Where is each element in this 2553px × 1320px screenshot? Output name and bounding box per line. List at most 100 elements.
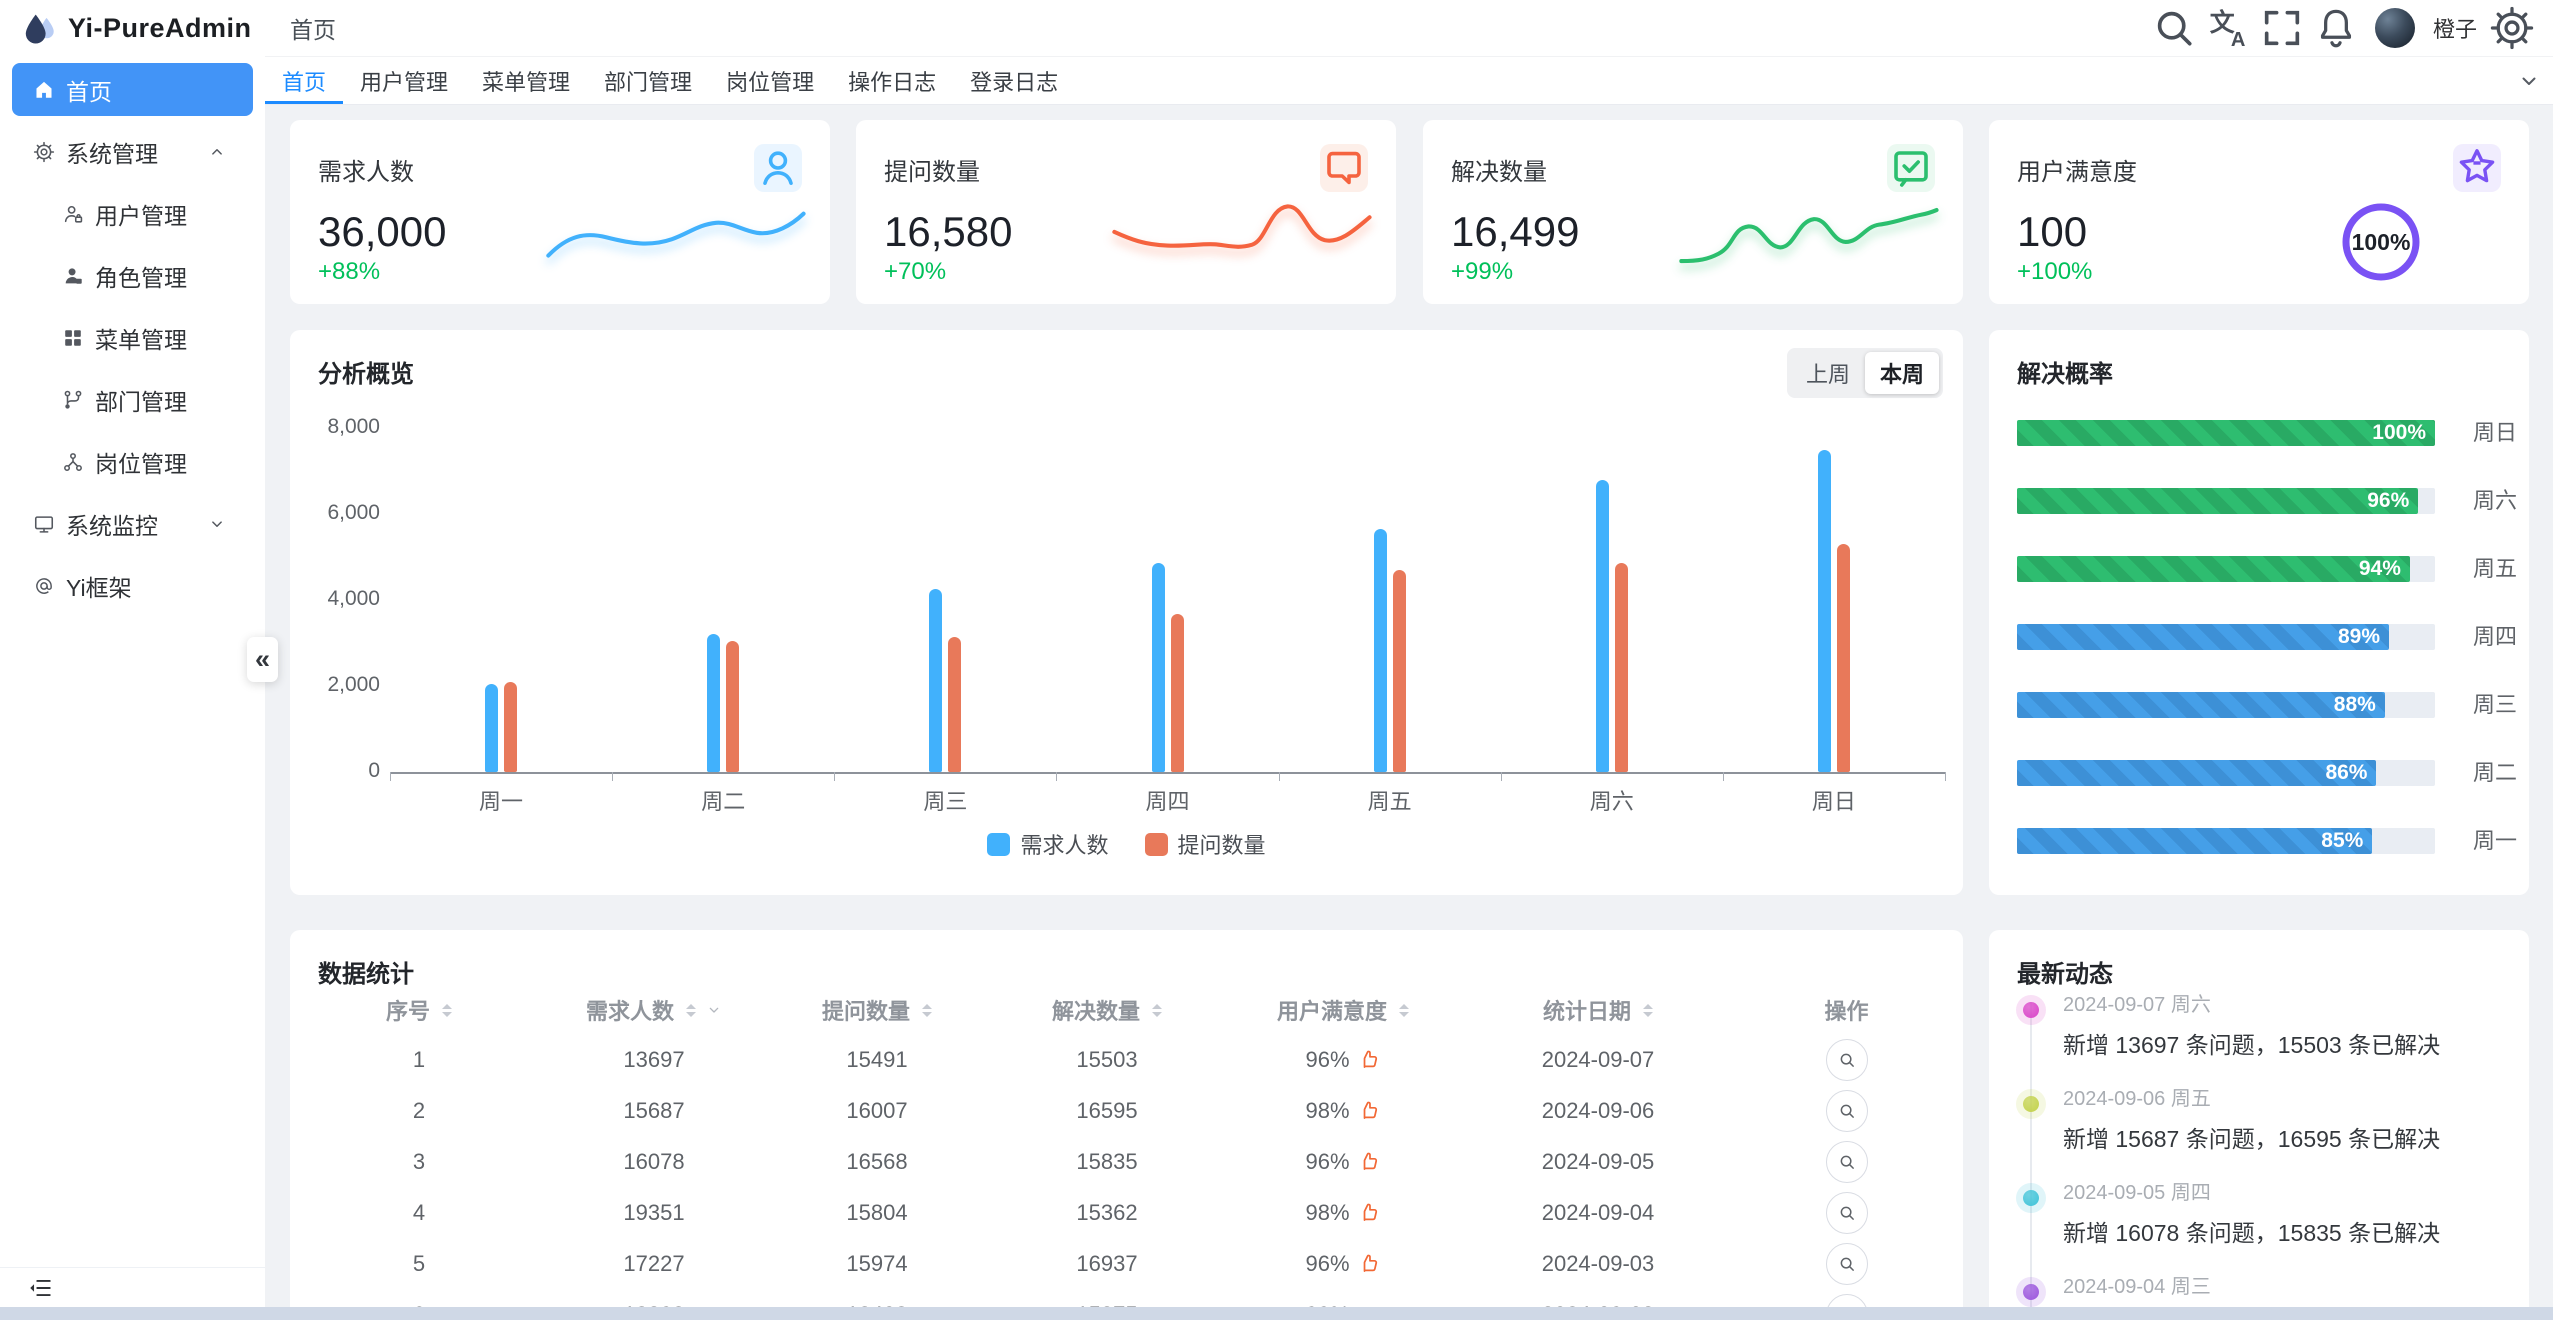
timeline-date: 2024-09-07 周六 [2063, 994, 2211, 1016]
column-label: 操作 [1824, 999, 1869, 1024]
panel-title-solve: 解决概率 [2017, 361, 2113, 388]
progress-fill: 94% [2017, 556, 2410, 582]
tab-登录日志[interactable]: 登录日志 [970, 69, 1059, 95]
progress-track: 94% [2017, 556, 2435, 582]
timeline-text: 新增 15687 条问题，16595 条已解决 [2063, 1126, 2441, 1152]
stat-card-title: 需求人数 [318, 159, 414, 186]
x-axis-label: 周日 [1811, 789, 1856, 814]
menu-fold-icon[interactable] [27, 1275, 53, 1301]
x-axis-tick [612, 772, 614, 781]
x-axis-tick [390, 772, 391, 781]
search-icon[interactable] [2151, 5, 2197, 51]
sidebar-item-label: 系统监控 [66, 512, 158, 539]
bar-需求人数-周二 [707, 634, 721, 772]
data-statistics-panel: 数据统计 序号 需求人数 提问数量 解决数量 用户满意度 统计日期 操作 1 1… [290, 930, 1963, 1320]
row-view-button[interactable] [1825, 1140, 1868, 1183]
x-axis-label: 周一 [479, 789, 524, 814]
sort-carets-icon[interactable] [686, 999, 696, 1022]
sidebar-item-label: 首页 [66, 78, 112, 105]
cell-date: 2024-09-06 [1541, 1097, 1655, 1123]
sidebar-item-post[interactable]: 岗位管理 [12, 435, 253, 488]
tab-部门管理[interactable]: 部门管理 [604, 69, 693, 95]
stat-card: 解决数量 16,499 +99% [1423, 120, 1963, 304]
sort-carets-icon[interactable] [442, 999, 452, 1022]
column-label: 序号 [385, 999, 430, 1024]
x-axis-label: 周四 [1145, 789, 1190, 814]
tab-用户管理[interactable]: 用户管理 [360, 69, 449, 95]
cell-date: 2024-09-07 [1541, 1046, 1655, 1072]
cell-demand: 13697 [623, 1046, 685, 1072]
progress-value: 96% [2367, 489, 2410, 512]
row-view-button[interactable] [1825, 1038, 1868, 1081]
timeline-date: 2024-09-05 周四 [2063, 1182, 2211, 1204]
share-icon [62, 451, 84, 473]
sidebar-item-system[interactable]: 系统管理 [12, 125, 253, 178]
bar-提问数量-周一 [504, 681, 518, 772]
sidebar-item-home[interactable]: 首页 [12, 63, 253, 116]
stat-card: 提问数量 16,580 +70% [856, 120, 1396, 304]
progress-row-周四: 89% 周四 [1989, 624, 2529, 650]
sort-carets-icon[interactable] [922, 999, 932, 1022]
analysis-overview-panel: 分析概览 上周 本周 0 2,000 4,000 6,000 8,000 周一 周二 周三 周四 周… [290, 330, 1963, 895]
stat-card-value: 16,580 [884, 208, 1013, 255]
tab-菜单管理[interactable]: 菜单管理 [482, 69, 571, 95]
column-label: 用户满意度 [1276, 999, 1387, 1024]
water-drop-logo-icon [21, 11, 57, 47]
legend-item[interactable]: 提问数量 [1144, 828, 1266, 860]
fullscreen-icon[interactable] [2259, 5, 2305, 51]
sort-carets-icon[interactable] [1643, 999, 1653, 1022]
satisfaction-ring: 100% [2333, 194, 2429, 290]
magnifier-icon [1838, 1102, 1856, 1120]
row-view-button[interactable] [1825, 1089, 1868, 1132]
legend-item[interactable]: 需求人数 [987, 828, 1109, 860]
panel-title-table: 数据统计 [318, 961, 414, 988]
stat-card-delta: +100% [2017, 258, 2093, 285]
progress-row-周日: 100% 周日 [1989, 420, 2529, 446]
toggle-上周[interactable]: 上周 [1805, 362, 1850, 387]
avatar[interactable] [2374, 8, 2415, 48]
tabs-overflow-button[interactable] [2517, 57, 2541, 104]
table-header-序号[interactable]: 序号 [290, 994, 548, 1026]
cell-index: 3 [412, 1148, 426, 1174]
horizontal-scrollbar[interactable] [0, 1307, 2553, 1320]
timeline-text: 新增 16078 条问题，15835 条已解决 [2063, 1220, 2441, 1246]
row-view-button[interactable] [1825, 1242, 1868, 1285]
cell-date: 2024-09-03 [1541, 1250, 1655, 1276]
toggle-本周[interactable]: 本周 [1864, 352, 1939, 394]
sidebar-item-monitor[interactable]: 系统监控 [12, 497, 253, 550]
sidebar-item-menu[interactable]: 菜单管理 [12, 311, 253, 364]
progress-value: 88% [2333, 693, 2376, 716]
check-message-icon [1887, 144, 1935, 192]
bell-icon[interactable] [2313, 5, 2359, 51]
column-label: 解决数量 [1051, 999, 1140, 1024]
table-header-统计日期[interactable]: 统计日期 [1466, 994, 1730, 1026]
table-header-操作: 操作 [1730, 994, 1963, 1026]
cell-satisfaction: 98% [1220, 1098, 1466, 1124]
settings-icon[interactable] [2489, 5, 2535, 51]
row-view-button[interactable] [1825, 1191, 1868, 1234]
cell-index: 5 [412, 1250, 426, 1276]
stat-card-value: 100 [2017, 208, 2088, 255]
sidebar-item-label: 菜单管理 [95, 326, 187, 353]
sidebar-item-yi[interactable]: Yi框架 [12, 559, 253, 612]
logo[interactable]: Yi-PureAdmin [0, 0, 265, 57]
stat-card: 需求人数 36,000 +88% [290, 120, 830, 304]
tab-操作日志[interactable]: 操作日志 [848, 69, 937, 95]
sort-carets-icon[interactable] [1152, 999, 1162, 1022]
table-header-解决数量[interactable]: 解决数量 [994, 994, 1220, 1026]
table-row: 3 16078 16568 15835 96% 2024-09-05 [290, 1136, 1963, 1187]
sidebar-item-role[interactable]: 角色管理 [12, 249, 253, 302]
tab-岗位管理[interactable]: 岗位管理 [726, 69, 815, 95]
tab-首页[interactable]: 首页 [265, 57, 344, 104]
table-header-提问数量[interactable]: 提问数量 [760, 994, 994, 1026]
sidebar-item-dept[interactable]: 部门管理 [12, 373, 253, 426]
user-name[interactable]: 橙子 [2432, 17, 2477, 42]
sidebar-item-user[interactable]: 用户管理 [12, 187, 253, 240]
sidebar-collapse-button[interactable]: « [247, 637, 278, 682]
progress-value: 85% [2321, 829, 2364, 852]
y-axis-tick: 2,000 [327, 673, 380, 696]
table-header-用户满意度[interactable]: 用户满意度 [1220, 994, 1466, 1026]
table-header-需求人数[interactable]: 需求人数 [548, 994, 760, 1026]
sort-carets-icon[interactable] [1399, 999, 1409, 1022]
